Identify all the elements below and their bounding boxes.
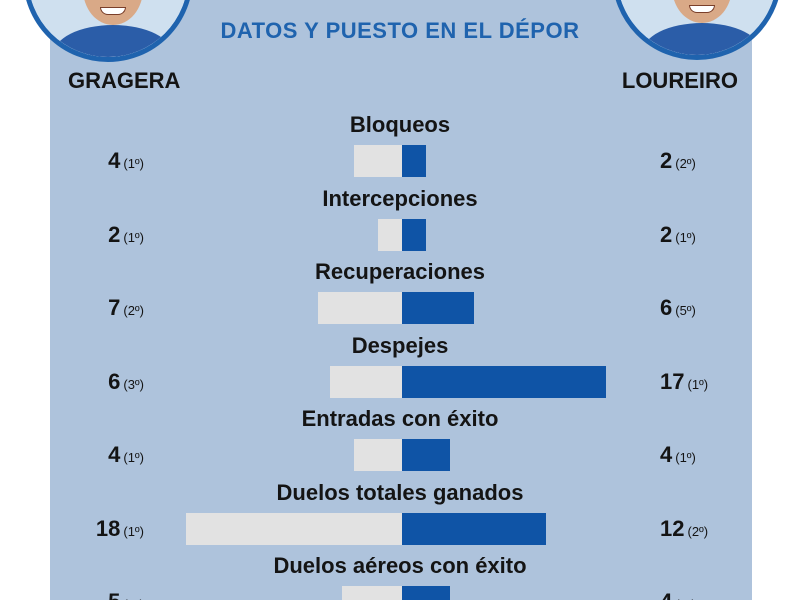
value-rank: (1º) — [123, 229, 144, 245]
bar-right — [402, 512, 546, 545]
bar-left — [318, 292, 402, 324]
value-label-left: 4 (1º) — [108, 442, 144, 468]
category-label: Entradas con éxito — [301, 406, 499, 431]
value-number: 6 — [108, 368, 121, 394]
value-rank: (1º) — [123, 156, 144, 171]
value-number: 6 — [660, 295, 673, 320]
chart-title: DATOS Y PUESTO EN EL DÉPOR — [220, 18, 580, 43]
category-label: Duelos totales ganados — [276, 479, 524, 505]
value-label-left: 7 (2º) — [108, 295, 144, 321]
bar-left — [354, 145, 402, 177]
bar-right — [402, 439, 450, 471]
value-rank: (1º) — [123, 523, 144, 539]
value-rank: (2º) — [687, 523, 709, 539]
category-label: Despejes — [351, 332, 449, 358]
value-rank: (5º) — [675, 303, 696, 318]
value-number: 4 — [108, 442, 121, 467]
value-rank: (1º) — [675, 229, 696, 245]
value-rank: (2º) — [675, 156, 696, 171]
value-label-right: 4(5º) — [660, 589, 696, 600]
value-label-right: 2 (1º) — [660, 222, 696, 248]
bar-right — [402, 218, 426, 251]
value-label-right: 12 (2º) — [660, 516, 708, 542]
value-label-left: 4 (1º) — [108, 148, 144, 174]
value-number: 4 — [108, 148, 121, 173]
category-label: Duelos aéreos con éxito — [273, 553, 527, 578]
value-rank: (1º) — [687, 376, 709, 392]
bar-left — [330, 365, 402, 398]
category-label: Recuperaciones — [315, 259, 485, 284]
bar-left — [378, 218, 402, 251]
value-rank: (5º) — [675, 597, 696, 600]
value-label-left: 2 (1º) — [108, 222, 144, 248]
value-label-right: 2 (2º) — [660, 148, 696, 174]
value-rank: (1º) — [123, 450, 144, 465]
bar-right — [402, 586, 450, 600]
player-photo-right — [612, 0, 782, 60]
value-number: 4 — [660, 442, 673, 467]
bar-right — [402, 292, 474, 324]
value-rank: (2º) — [123, 303, 144, 318]
value-rank: (1º) — [675, 450, 696, 465]
value-number: 18 — [95, 515, 121, 541]
value-number: 4 — [660, 589, 672, 600]
value-number: 2 — [660, 221, 673, 247]
value-number: 2 — [108, 221, 121, 247]
value-number: 5 — [108, 589, 120, 600]
player-name-left: GRAGERA — [68, 68, 181, 93]
value-number: 12 — [660, 515, 685, 541]
value-label-right: 17 (1º) — [660, 369, 708, 395]
value-label-left: 6 (3º) — [108, 369, 144, 395]
bar-left — [186, 512, 402, 545]
value-label-right: 4 (1º) — [660, 442, 696, 468]
value-label-right: 6 (5º) — [660, 295, 696, 321]
value-label-left: 18 (1º) — [96, 516, 144, 542]
value-rank: (2º) — [123, 597, 144, 600]
value-number: 17 — [660, 368, 685, 394]
value-label-left: 5(2º) — [108, 589, 144, 600]
category-label: Intercepciones — [322, 185, 478, 211]
bar-right — [402, 365, 606, 398]
player-photo-left — [23, 0, 193, 62]
bar-left — [342, 586, 402, 600]
bar-left — [354, 439, 402, 471]
value-rank: (3º) — [123, 376, 144, 392]
value-number: 7 — [108, 295, 121, 320]
value-number: 2 — [660, 148, 673, 173]
category-label: Bloqueos — [349, 112, 451, 137]
player-name-right: LOUREIRO — [621, 68, 738, 93]
bar-right — [402, 145, 426, 177]
